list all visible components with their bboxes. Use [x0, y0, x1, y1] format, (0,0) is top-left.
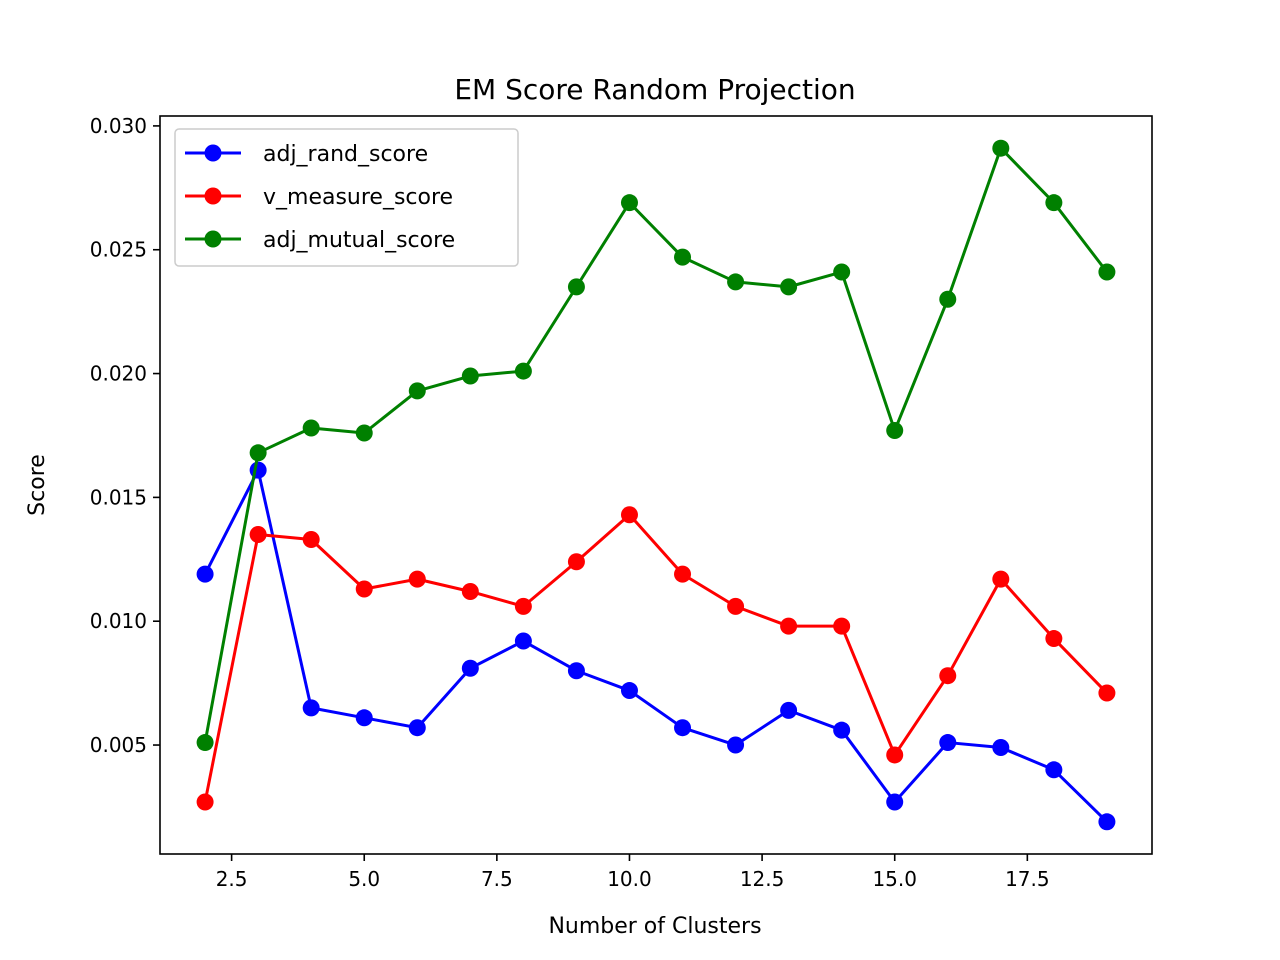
- data-point-v_measure_score: [408, 570, 426, 588]
- legend-label-adj_mutual_score: adj_mutual_score: [263, 228, 455, 253]
- data-point-adj_rand_score: [727, 736, 745, 754]
- legend-marker-adj_mutual_score: [204, 230, 222, 248]
- data-point-adj_rand_score: [461, 659, 479, 677]
- data-point-adj_rand_score: [780, 701, 798, 719]
- x-tick-label: 5.0: [348, 867, 380, 891]
- data-point-adj_rand_score: [620, 682, 638, 700]
- x-axis-title: Number of Clusters: [548, 914, 761, 939]
- chart-title: EM Score Random Projection: [454, 73, 855, 106]
- data-point-adj_rand_score: [355, 709, 373, 727]
- data-point-adj_rand_score: [992, 739, 1010, 757]
- legend: adj_rand_score v_measure_score adj_mutual_…: [174, 128, 519, 267]
- data-point-v_measure_score: [674, 565, 692, 583]
- data-point-adj_mutual_score: [196, 734, 214, 752]
- data-point-adj_mutual_score: [727, 273, 745, 291]
- data-point-adj_mutual_score: [992, 139, 1010, 157]
- data-point-adj_rand_score: [514, 632, 532, 650]
- data-point-adj_mutual_score: [674, 248, 692, 266]
- y-axis-title: Score: [25, 454, 50, 516]
- y-tick-label: 0.030: [90, 114, 147, 138]
- data-point-v_measure_score: [727, 597, 745, 615]
- x-tick-label: 7.5: [481, 867, 513, 891]
- x-tick-label: 10.0: [607, 867, 652, 891]
- data-point-v_measure_score: [1045, 630, 1063, 648]
- data-point-adj_mutual_score: [408, 382, 426, 400]
- data-point-v_measure_score: [196, 793, 214, 811]
- x-tick-label: 17.5: [1005, 867, 1050, 891]
- data-point-adj_rand_score: [196, 565, 214, 583]
- data-point-adj_rand_score: [1045, 761, 1063, 779]
- data-point-adj_mutual_score: [567, 278, 585, 296]
- data-point-adj_mutual_score: [780, 278, 798, 296]
- legend-label-adj_rand_score: adj_rand_score: [263, 142, 428, 167]
- data-point-adj_rand_score: [1098, 813, 1116, 831]
- data-point-v_measure_score: [992, 570, 1010, 588]
- y-tick-label: 0.015: [90, 485, 147, 509]
- data-point-v_measure_score: [886, 746, 904, 764]
- data-point-adj_mutual_score: [302, 419, 320, 437]
- data-point-adj_mutual_score: [1098, 263, 1116, 281]
- data-point-adj_rand_score: [302, 699, 320, 717]
- data-point-adj_mutual_score: [886, 422, 904, 440]
- data-point-adj_mutual_score: [249, 444, 267, 462]
- y-tick-label: 0.020: [90, 362, 147, 386]
- data-point-v_measure_score: [567, 553, 585, 571]
- data-point-adj_mutual_score: [833, 263, 851, 281]
- data-point-v_measure_score: [461, 582, 479, 600]
- data-point-v_measure_score: [620, 506, 638, 524]
- data-point-v_measure_score: [514, 597, 532, 615]
- data-point-v_measure_score: [302, 530, 320, 548]
- data-point-adj_mutual_score: [355, 424, 373, 442]
- legend-marker-v_measure_score: [204, 187, 222, 205]
- data-point-adj_rand_score: [886, 793, 904, 811]
- data-point-v_measure_score: [355, 580, 373, 598]
- series-line-v_measure_score: [203, 513, 1108, 803]
- x-tick-label: 12.5: [740, 867, 785, 891]
- legend-marker-adj_rand_score: [204, 144, 222, 162]
- data-point-v_measure_score: [780, 617, 798, 635]
- y-tick-label: 0.010: [90, 609, 147, 633]
- axes-frame: [159, 115, 1153, 855]
- data-point-v_measure_score: [1098, 684, 1116, 702]
- data-point-adj_rand_score: [567, 662, 585, 680]
- y-tick-label: 0.025: [90, 238, 147, 262]
- x-tick-label: 2.5: [216, 867, 248, 891]
- data-point-adj_mutual_score: [939, 290, 957, 308]
- data-point-adj_rand_score: [674, 719, 692, 737]
- data-point-adj_rand_score: [939, 734, 957, 752]
- data-point-adj_rand_score: [249, 461, 267, 479]
- data-point-v_measure_score: [249, 526, 267, 544]
- x-tick-label: 15.0: [872, 867, 917, 891]
- data-point-adj_rand_score: [833, 721, 851, 739]
- data-point-adj_mutual_score: [514, 362, 532, 380]
- legend-box: [174, 128, 519, 267]
- legend-label-v_measure_score: v_measure_score: [263, 185, 453, 210]
- data-point-adj_mutual_score: [620, 194, 638, 212]
- data-point-adj_mutual_score: [461, 367, 479, 385]
- plot-area: 2.5 5.0 7.5 10.0 12.5 15.0 17.5 0.005 0.010 0.015…: [90, 114, 1153, 891]
- data-point-adj_mutual_score: [1045, 194, 1063, 212]
- data-point-adj_rand_score: [408, 719, 426, 737]
- series-line-adj_mutual_score: [203, 146, 1109, 743]
- data-point-v_measure_score: [939, 667, 957, 685]
- series-line-adj_rand_score: [203, 468, 1108, 823]
- y-tick-label: 0.005: [90, 733, 147, 757]
- data-point-v_measure_score: [833, 617, 851, 635]
